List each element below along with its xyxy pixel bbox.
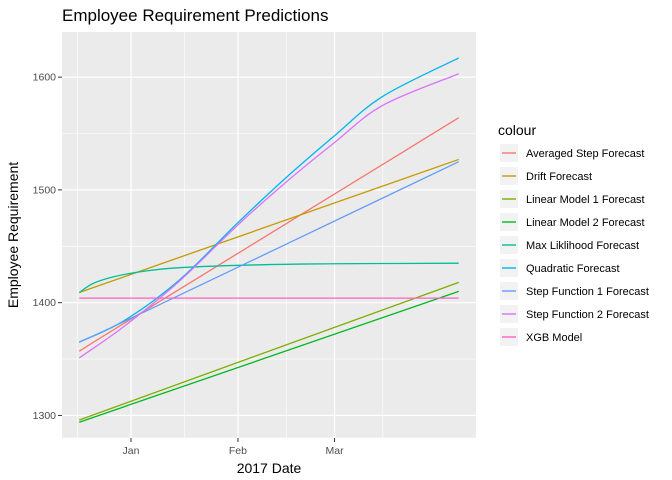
legend-label-xgb-model: XGB Model [526,332,582,344]
x-axis-title: 2017 Date [237,460,302,476]
y-tick-label: 1300 [33,410,57,422]
legend-label-drift-forecast: Drift Forecast [526,171,592,183]
legend-title: colour [498,122,536,138]
y-tick-label: 1500 [33,184,57,196]
series-line-step-function-1-forecast [78,161,460,343]
major-gridlines [62,32,476,438]
y-tick-label: 1600 [33,72,57,84]
legend-label-quadratic-forecast: Quadratic Forecast [526,263,620,275]
chart-title: Employee Requirement Predictions [62,6,328,25]
legend-label-step-function-2-forecast: Step Function 2 Forecast [526,309,649,321]
x-tick-label: Mar [326,445,345,457]
series-line-drift-forecast [79,158,459,294]
legend-label-step-function-1-forecast: Step Function 1 Forecast [526,286,649,298]
legend-label-averaged-step-forecast: Averaged Step Forecast [526,148,644,160]
x-axis-ticks: Jan Feb Mar [123,438,345,457]
y-tick-label: 1400 [33,297,57,309]
legend-label-linear-model-1-forecast: Linear Model 1 Forecast [526,194,645,206]
series-line-step-function-2-forecast [78,73,459,359]
legend-label-linear-model-2-forecast: Linear Model 2 Forecast [526,217,645,229]
series-lines [78,57,460,423]
series-line-linear-model-2-forecast [79,290,459,423]
legend: colour Averaged Step Forecast Drift Forec… [498,122,649,346]
legend-label-max-liklihood-forecast: Max Liklihood Forecast [526,240,639,252]
legend-items: Averaged Step Forecast Drift Forecast Line… [500,144,649,346]
x-tick-label: Feb [229,445,247,457]
x-tick-label: Jan [123,445,140,457]
y-axis-ticks: 1300 1400 1500 1600 [33,72,62,422]
series-line-max-liklihood-forecast [78,262,459,294]
series-line-quadratic-forecast [78,57,460,343]
series-line-averaged-step-forecast [78,117,460,352]
y-axis-title: Employee Requirement [5,162,21,308]
series-line-linear-model-1-forecast [79,281,459,421]
